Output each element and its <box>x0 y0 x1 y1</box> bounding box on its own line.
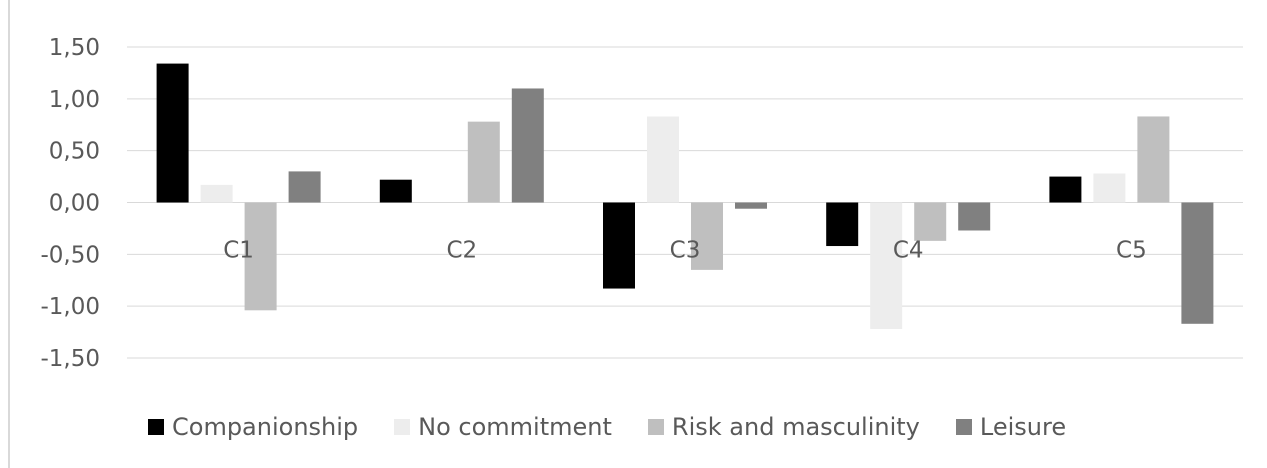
y-tick-label: 1,00 <box>49 87 100 113</box>
bar <box>870 202 903 329</box>
frame-border <box>8 0 10 468</box>
bar <box>691 202 723 270</box>
bar <box>1137 116 1170 203</box>
bar <box>244 202 277 311</box>
x-tick-label: C2 <box>446 238 477 264</box>
bar <box>288 171 321 203</box>
legend-swatch <box>647 419 664 435</box>
bar <box>467 121 500 203</box>
y-tick-label: -1,00 <box>40 294 100 320</box>
legend-item: Leisure <box>955 413 1067 441</box>
legend-item: No commitment <box>394 413 612 441</box>
bar <box>826 202 859 247</box>
legend-label: Companionship <box>172 413 359 441</box>
bar <box>735 202 767 209</box>
bar <box>1093 173 1126 203</box>
legend-label: Risk and masculinity <box>671 413 920 441</box>
legend-item: Risk and masculinity <box>647 413 920 441</box>
y-tick-label: 0,00 <box>49 191 100 217</box>
plot-area: 1,50 1,00 0,50 0,00 -0,50 -1,00 -1,50 C1 C2 C3 C4 C… <box>40 35 1243 372</box>
legend-swatch <box>148 419 164 435</box>
bar <box>1181 202 1214 324</box>
x-tick-label: C4 <box>893 238 924 264</box>
bar <box>958 202 991 231</box>
x-tick-label: C3 <box>670 238 701 264</box>
bar <box>200 184 233 203</box>
y-tick-label: 0,50 <box>49 139 100 165</box>
legend-item: Companionship <box>148 413 358 441</box>
bar <box>914 202 947 241</box>
bar <box>379 179 412 203</box>
legend-label: No commitment <box>418 413 612 441</box>
x-tick-label: C1 <box>223 238 254 264</box>
bar <box>603 202 635 289</box>
bar <box>511 88 544 203</box>
legend-swatch <box>955 419 972 435</box>
legend-label: Leisure <box>979 413 1067 441</box>
y-tick-label: 1,50 <box>49 35 100 61</box>
legend: Companionship No commitment Risk and mascu… <box>148 410 1102 444</box>
x-tick-label: C5 <box>1116 238 1147 264</box>
bar <box>1049 176 1082 203</box>
bar <box>156 63 189 203</box>
y-tick-label: -0,50 <box>40 242 100 268</box>
legend-swatch <box>394 419 411 435</box>
y-tick-label: -1,50 <box>40 346 100 372</box>
bar <box>647 116 679 203</box>
